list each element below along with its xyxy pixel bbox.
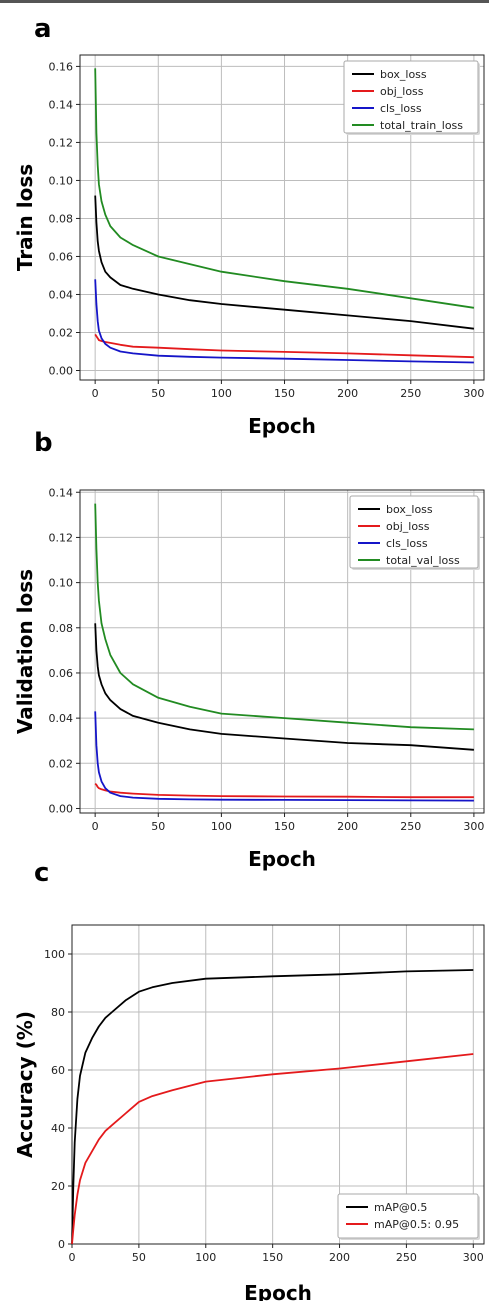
x-tick-label: 50 xyxy=(151,820,165,833)
x-tick-label: 0 xyxy=(92,820,99,833)
x-tick-label: 150 xyxy=(262,1251,283,1264)
x-tick-label: 100 xyxy=(211,820,232,833)
x-tick-label: 300 xyxy=(463,1251,484,1264)
x-tick-label: 50 xyxy=(151,387,165,400)
y-tick-label: 0.08 xyxy=(49,622,74,635)
series-line-obj_loss xyxy=(94,333,474,359)
series-line-mAP@0.5 xyxy=(71,969,474,1245)
series-line-total_val_loss xyxy=(94,503,474,731)
legend-label: obj_loss xyxy=(386,520,430,533)
panel-label-a: a xyxy=(34,14,52,44)
y-tick-label: 0.04 xyxy=(49,288,74,301)
x-tick-label: 200 xyxy=(337,387,358,400)
legend-label: box_loss xyxy=(380,68,427,81)
x-tick-label: 250 xyxy=(400,387,421,400)
y-tick-label: 0.06 xyxy=(49,667,74,680)
y-tick-label: 100 xyxy=(44,948,65,961)
plot-frame xyxy=(79,54,485,381)
x-tick-label: 300 xyxy=(463,820,484,833)
y-tick-label: 0.10 xyxy=(49,577,74,590)
legend-label: total_train_loss xyxy=(380,119,463,132)
series-line-cls_loss xyxy=(94,279,474,364)
x-tick-label: 100 xyxy=(195,1251,216,1264)
y-tick-label: 40 xyxy=(51,1122,65,1135)
series-line-mAP@0.5: 0.95 xyxy=(71,1053,474,1245)
y-tick-label: 0.08 xyxy=(49,212,74,225)
chart-0: 0 50 100 150 200 250 300 0.00 0.02 0.04 0.06 0.08 0.… xyxy=(13,54,485,438)
y-axis-label: Validation loss xyxy=(13,569,37,734)
y-tick-label: 0.12 xyxy=(49,136,74,149)
panel-label-b: b xyxy=(34,428,53,458)
x-tick-label: 300 xyxy=(463,387,484,400)
legend-box xyxy=(337,1193,479,1239)
y-tick-label: 0.04 xyxy=(49,712,74,725)
y-tick-label: 0.10 xyxy=(49,174,74,187)
y-tick-label: 0.02 xyxy=(49,326,74,339)
x-tick-label: 0 xyxy=(92,387,99,400)
legend-label: cls_loss xyxy=(380,102,422,115)
y-tick-label: 20 xyxy=(51,1180,65,1193)
series-line-box_loss xyxy=(94,623,474,751)
x-tick-label: 250 xyxy=(396,1251,417,1264)
series-line-total_train_loss xyxy=(94,68,475,309)
plot-frame xyxy=(79,489,485,814)
plot-frame xyxy=(71,924,485,1245)
series-line-obj_loss xyxy=(94,782,474,799)
series-line-box_loss xyxy=(94,195,475,330)
series-line-cls_loss xyxy=(94,711,474,802)
y-axis-label: Accuracy (%) xyxy=(13,1011,37,1158)
legend-label: mAP@0.5: 0.95 xyxy=(374,1218,459,1231)
y-tick-label: 0.02 xyxy=(49,757,74,770)
x-axis-label: Epoch xyxy=(248,414,316,438)
legend-label: cls_loss xyxy=(386,537,428,550)
x-axis-label: Epoch xyxy=(248,847,316,871)
chart-2: 0 50 100 150 200 250 300 0 20 40 60 80 100 Epoch Accur… xyxy=(13,924,485,1301)
y-tick-label: 0.06 xyxy=(49,250,74,263)
x-tick-label: 150 xyxy=(274,820,295,833)
panel-label-c: c xyxy=(34,858,50,888)
x-tick-label: 50 xyxy=(132,1251,146,1264)
y-tick-label: 0.00 xyxy=(49,802,74,815)
y-tick-label: 60 xyxy=(51,1064,65,1077)
y-tick-label: 80 xyxy=(51,1006,65,1019)
legend-box xyxy=(349,495,479,569)
y-axis-label: Train loss xyxy=(13,164,37,271)
x-tick-label: 100 xyxy=(211,387,232,400)
legend-label: total_val_loss xyxy=(386,554,460,567)
x-tick-label: 200 xyxy=(329,1251,350,1264)
legend-label: box_loss xyxy=(386,503,433,516)
y-tick-label: 0.12 xyxy=(49,531,74,544)
legend-label: obj_loss xyxy=(380,85,424,98)
y-tick-label: 0.14 xyxy=(49,98,74,111)
x-tick-label: 250 xyxy=(400,820,421,833)
x-tick-label: 0 xyxy=(69,1251,76,1264)
chart-1: 0 50 100 150 200 250 300 0.00 0.02 0.04 0.06 0.08 0.… xyxy=(13,486,485,871)
top-rule xyxy=(0,0,489,3)
y-tick-label: 0.16 xyxy=(49,60,74,73)
y-tick-label: 0.00 xyxy=(49,364,74,377)
y-tick-label: 0 xyxy=(58,1238,65,1251)
y-tick-label: 0.14 xyxy=(49,486,74,499)
x-tick-label: 200 xyxy=(337,820,358,833)
x-tick-label: 150 xyxy=(274,387,295,400)
legend-box xyxy=(343,60,479,134)
legend-label: mAP@0.5 xyxy=(374,1201,427,1214)
x-axis-label: Epoch xyxy=(244,1281,312,1301)
